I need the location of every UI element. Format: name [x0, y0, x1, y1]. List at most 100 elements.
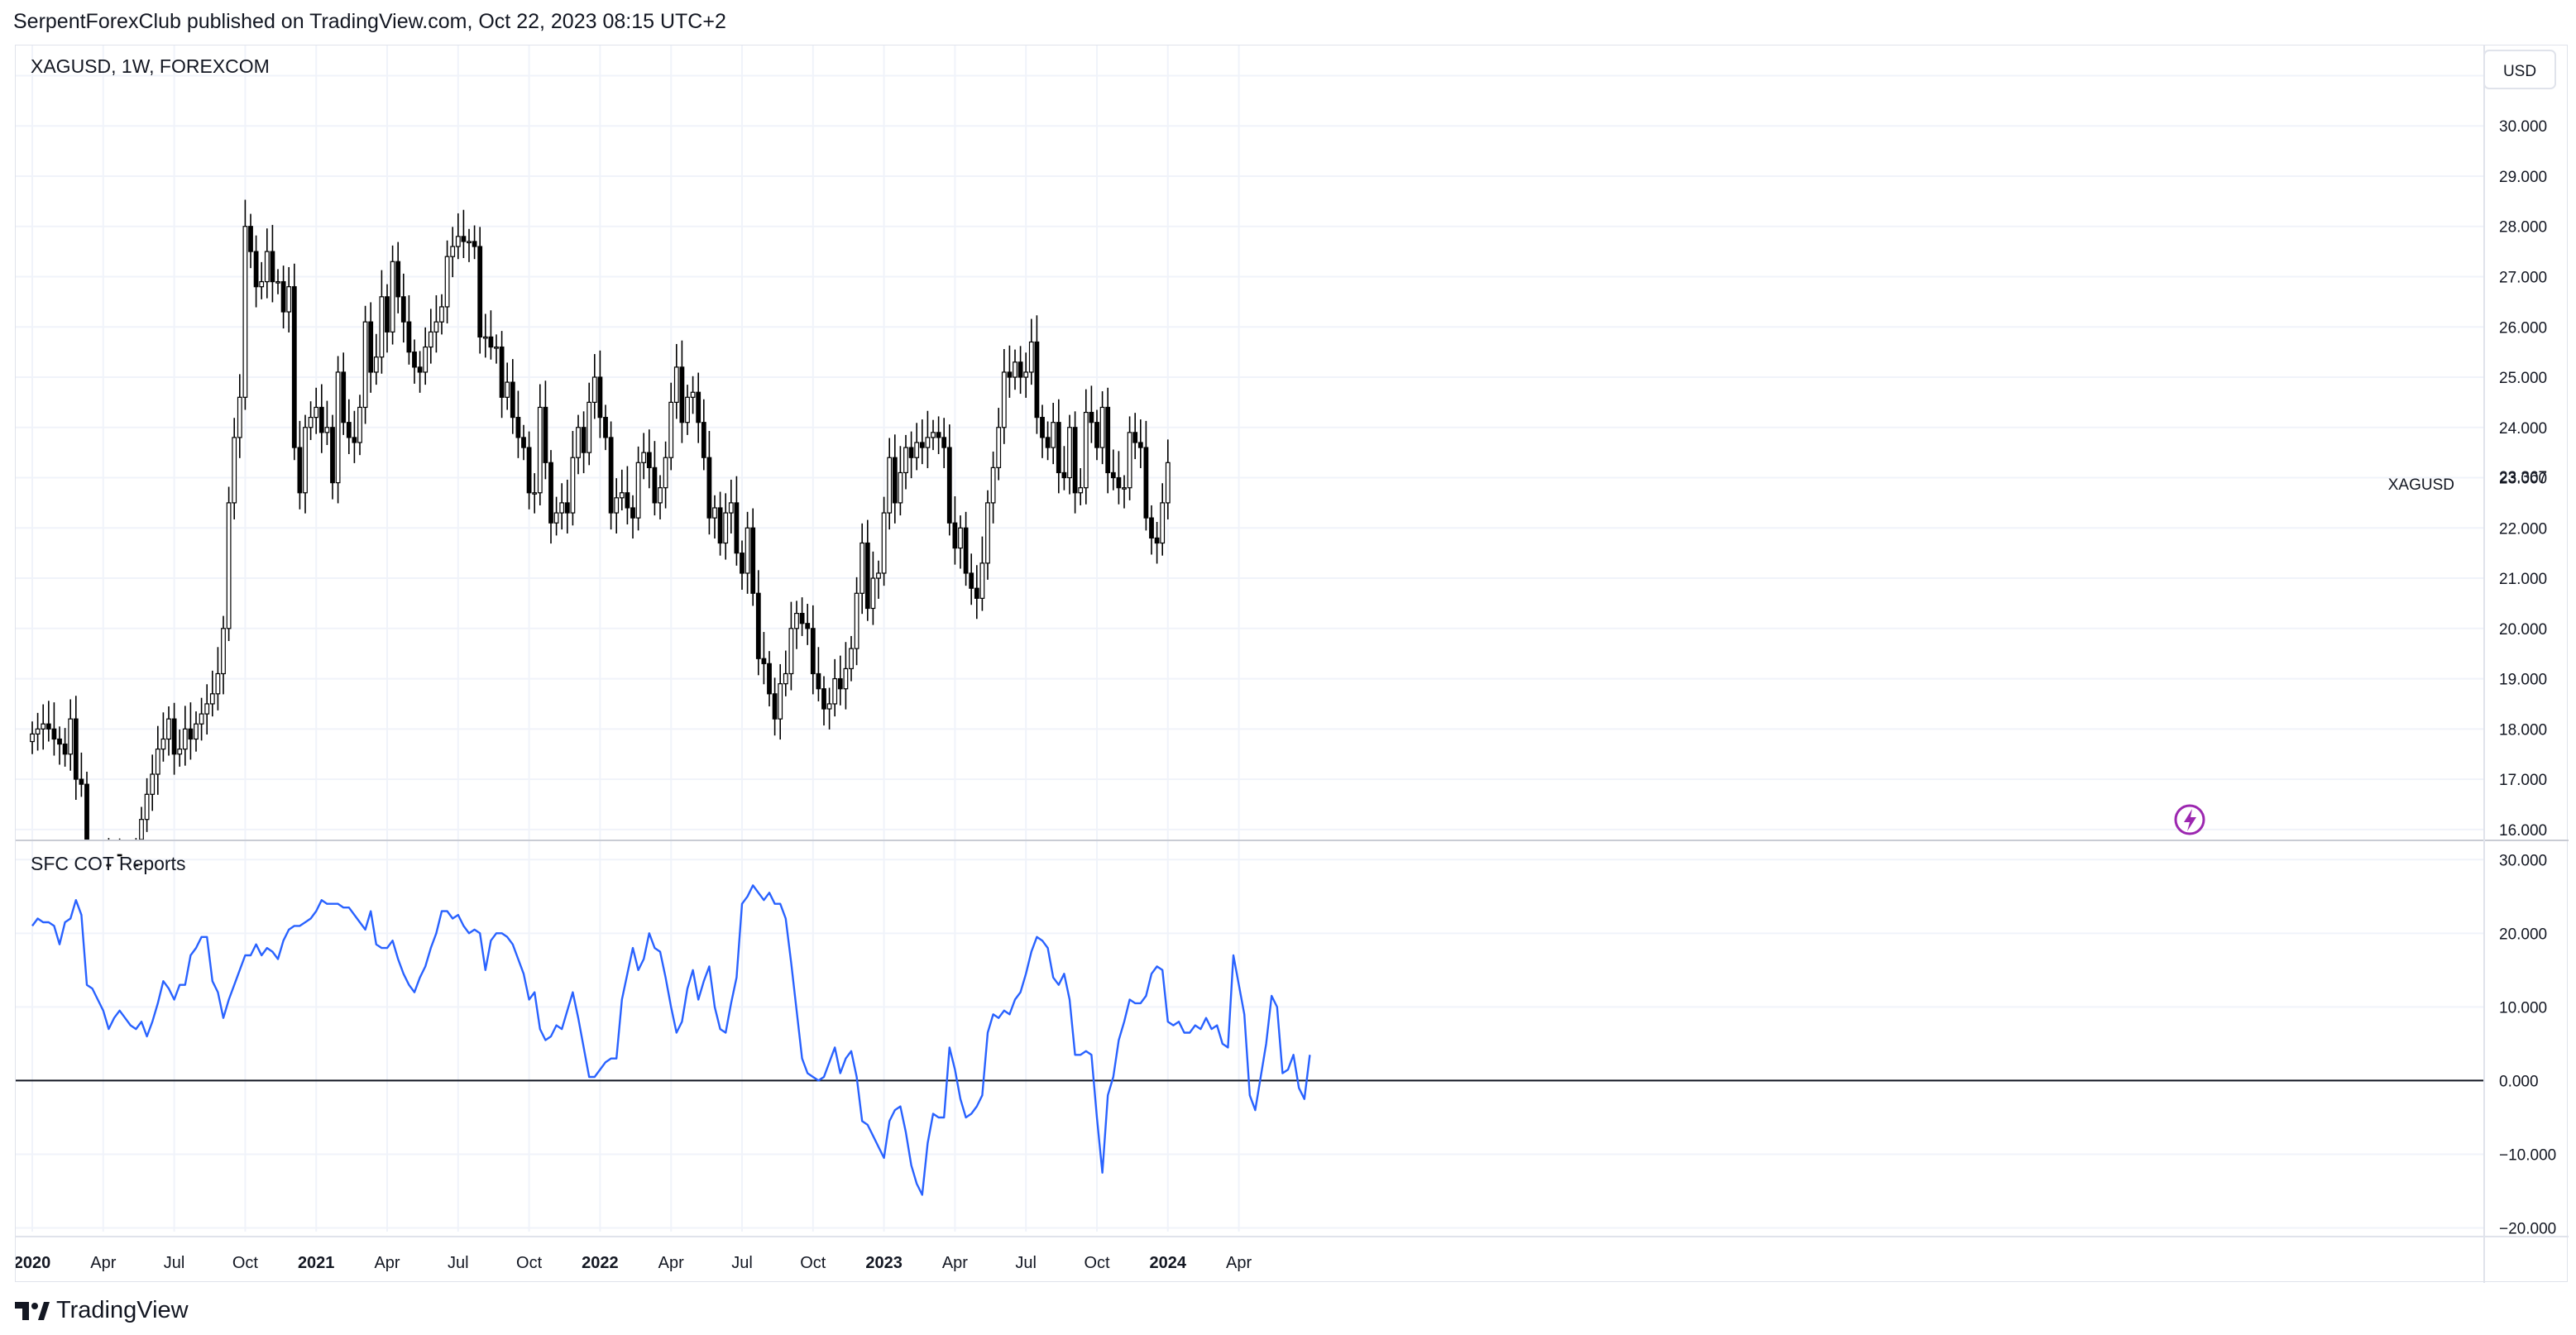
candle-body: [767, 663, 772, 695]
y-tick-label: 28.000: [2499, 219, 2547, 237]
candle: [477, 227, 483, 354]
candle-body: [881, 512, 887, 574]
candle: [652, 441, 658, 516]
candle-body: [1056, 422, 1061, 474]
cot-pane[interactable]: [16, 884, 2484, 1196]
candle-body: [564, 502, 570, 514]
candle-body: [199, 713, 204, 725]
candle-body: [346, 422, 352, 438]
candle-body: [1040, 417, 1045, 438]
candle: [685, 385, 690, 435]
footer[interactable]: TradingView: [15, 1297, 189, 1324]
chart-canvas[interactable]: 2020 Apr Jul Oct 2021 Apr Jul Oct 2022 Apr Jul Oct 2…: [14, 45, 2569, 1283]
candle-body: [914, 442, 920, 458]
candle-body: [1028, 341, 1034, 373]
candle-body: [859, 542, 865, 594]
candle-body: [1137, 442, 1143, 448]
candle-body: [958, 527, 963, 549]
candle-body: [1165, 462, 1171, 504]
candle: [925, 410, 931, 468]
candle-body: [597, 376, 603, 419]
candle: [264, 228, 270, 299]
y-tick-label: 21.000: [2499, 571, 2547, 588]
sub-y-tick-label: 0.000: [2499, 1073, 2539, 1090]
price-pane[interactable]: [30, 199, 1171, 867]
candle-body: [41, 723, 46, 730]
candle: [931, 419, 936, 451]
candle-body: [652, 467, 658, 504]
candle-body: [275, 280, 280, 284]
candle-body: [952, 522, 958, 549]
candle-body: [646, 452, 652, 468]
candle: [505, 362, 510, 410]
candle: [712, 495, 717, 539]
candle: [510, 359, 515, 434]
x-tick-label: Jul: [1015, 1254, 1037, 1272]
candle: [237, 374, 242, 458]
candle-body: [144, 793, 150, 821]
y-tick-label: 30.000: [2499, 118, 2547, 136]
candle: [106, 838, 112, 867]
candle-body: [232, 437, 237, 504]
candle: [188, 702, 194, 760]
candle: [963, 511, 969, 586]
candle-body: [969, 572, 974, 589]
candle-body: [499, 346, 505, 398]
candle-body: [717, 507, 723, 544]
candle: [630, 495, 635, 539]
candle: [494, 334, 499, 364]
axes: 2020 Apr Jul Oct 2021 Apr Jul Oct 2022 Apr Jul Oct 2…: [14, 45, 2569, 1283]
chart-frame[interactable]: 2020 Apr Jul Oct 2021 Apr Jul Oct 2022 Apr Jul Oct 2…: [14, 45, 2569, 1283]
candle: [1072, 411, 1078, 514]
candle-body: [1110, 471, 1116, 479]
candle-body: [318, 406, 324, 433]
candle: [1116, 451, 1122, 505]
candle: [696, 372, 701, 443]
candle: [341, 352, 347, 435]
last-price-value: 23.367: [2499, 469, 2547, 486]
candle: [84, 771, 89, 840]
candle-body: [908, 447, 914, 458]
candle: [286, 266, 292, 333]
candle: [385, 284, 390, 353]
candle-body: [242, 226, 248, 398]
candle-body: [870, 577, 876, 610]
candle-body: [477, 246, 483, 338]
candle-body: [62, 743, 68, 755]
candle-body: [455, 236, 461, 247]
publisher-line: SerpentForexClub published on TradingVie…: [13, 10, 726, 33]
currency-button[interactable]: USD: [2483, 50, 2556, 89]
candle: [805, 604, 811, 645]
candle-body: [1105, 406, 1111, 474]
candle-body: [84, 783, 89, 840]
candle-body: [106, 864, 112, 867]
candle: [559, 483, 565, 530]
candle: [821, 676, 826, 726]
candle-body: [1078, 487, 1084, 494]
candle: [646, 429, 652, 489]
x-tick-label: Jul: [448, 1254, 469, 1272]
candle: [221, 615, 226, 695]
x-tick-label: 2020: [16, 1254, 50, 1272]
candle: [139, 806, 144, 840]
candle: [472, 225, 477, 260]
candle: [614, 478, 620, 534]
candle-body: [253, 251, 259, 288]
candle-body: [974, 587, 979, 599]
candle-body: [423, 346, 429, 373]
candle-body: [887, 457, 893, 514]
candle: [1137, 419, 1143, 468]
candle: [1110, 449, 1116, 490]
candle: [30, 721, 35, 754]
candle: [679, 340, 685, 443]
candle-body: [373, 356, 379, 373]
candle-body: [990, 467, 996, 504]
candle-body: [1089, 411, 1094, 423]
candle-body: [603, 417, 608, 438]
candle-body: [1154, 537, 1160, 544]
candle: [788, 601, 794, 691]
lightning-badge-icon[interactable]: [2174, 804, 2205, 835]
x-tick-label: Apr: [1226, 1254, 1252, 1272]
candle: [810, 605, 816, 695]
candle: [570, 431, 576, 526]
